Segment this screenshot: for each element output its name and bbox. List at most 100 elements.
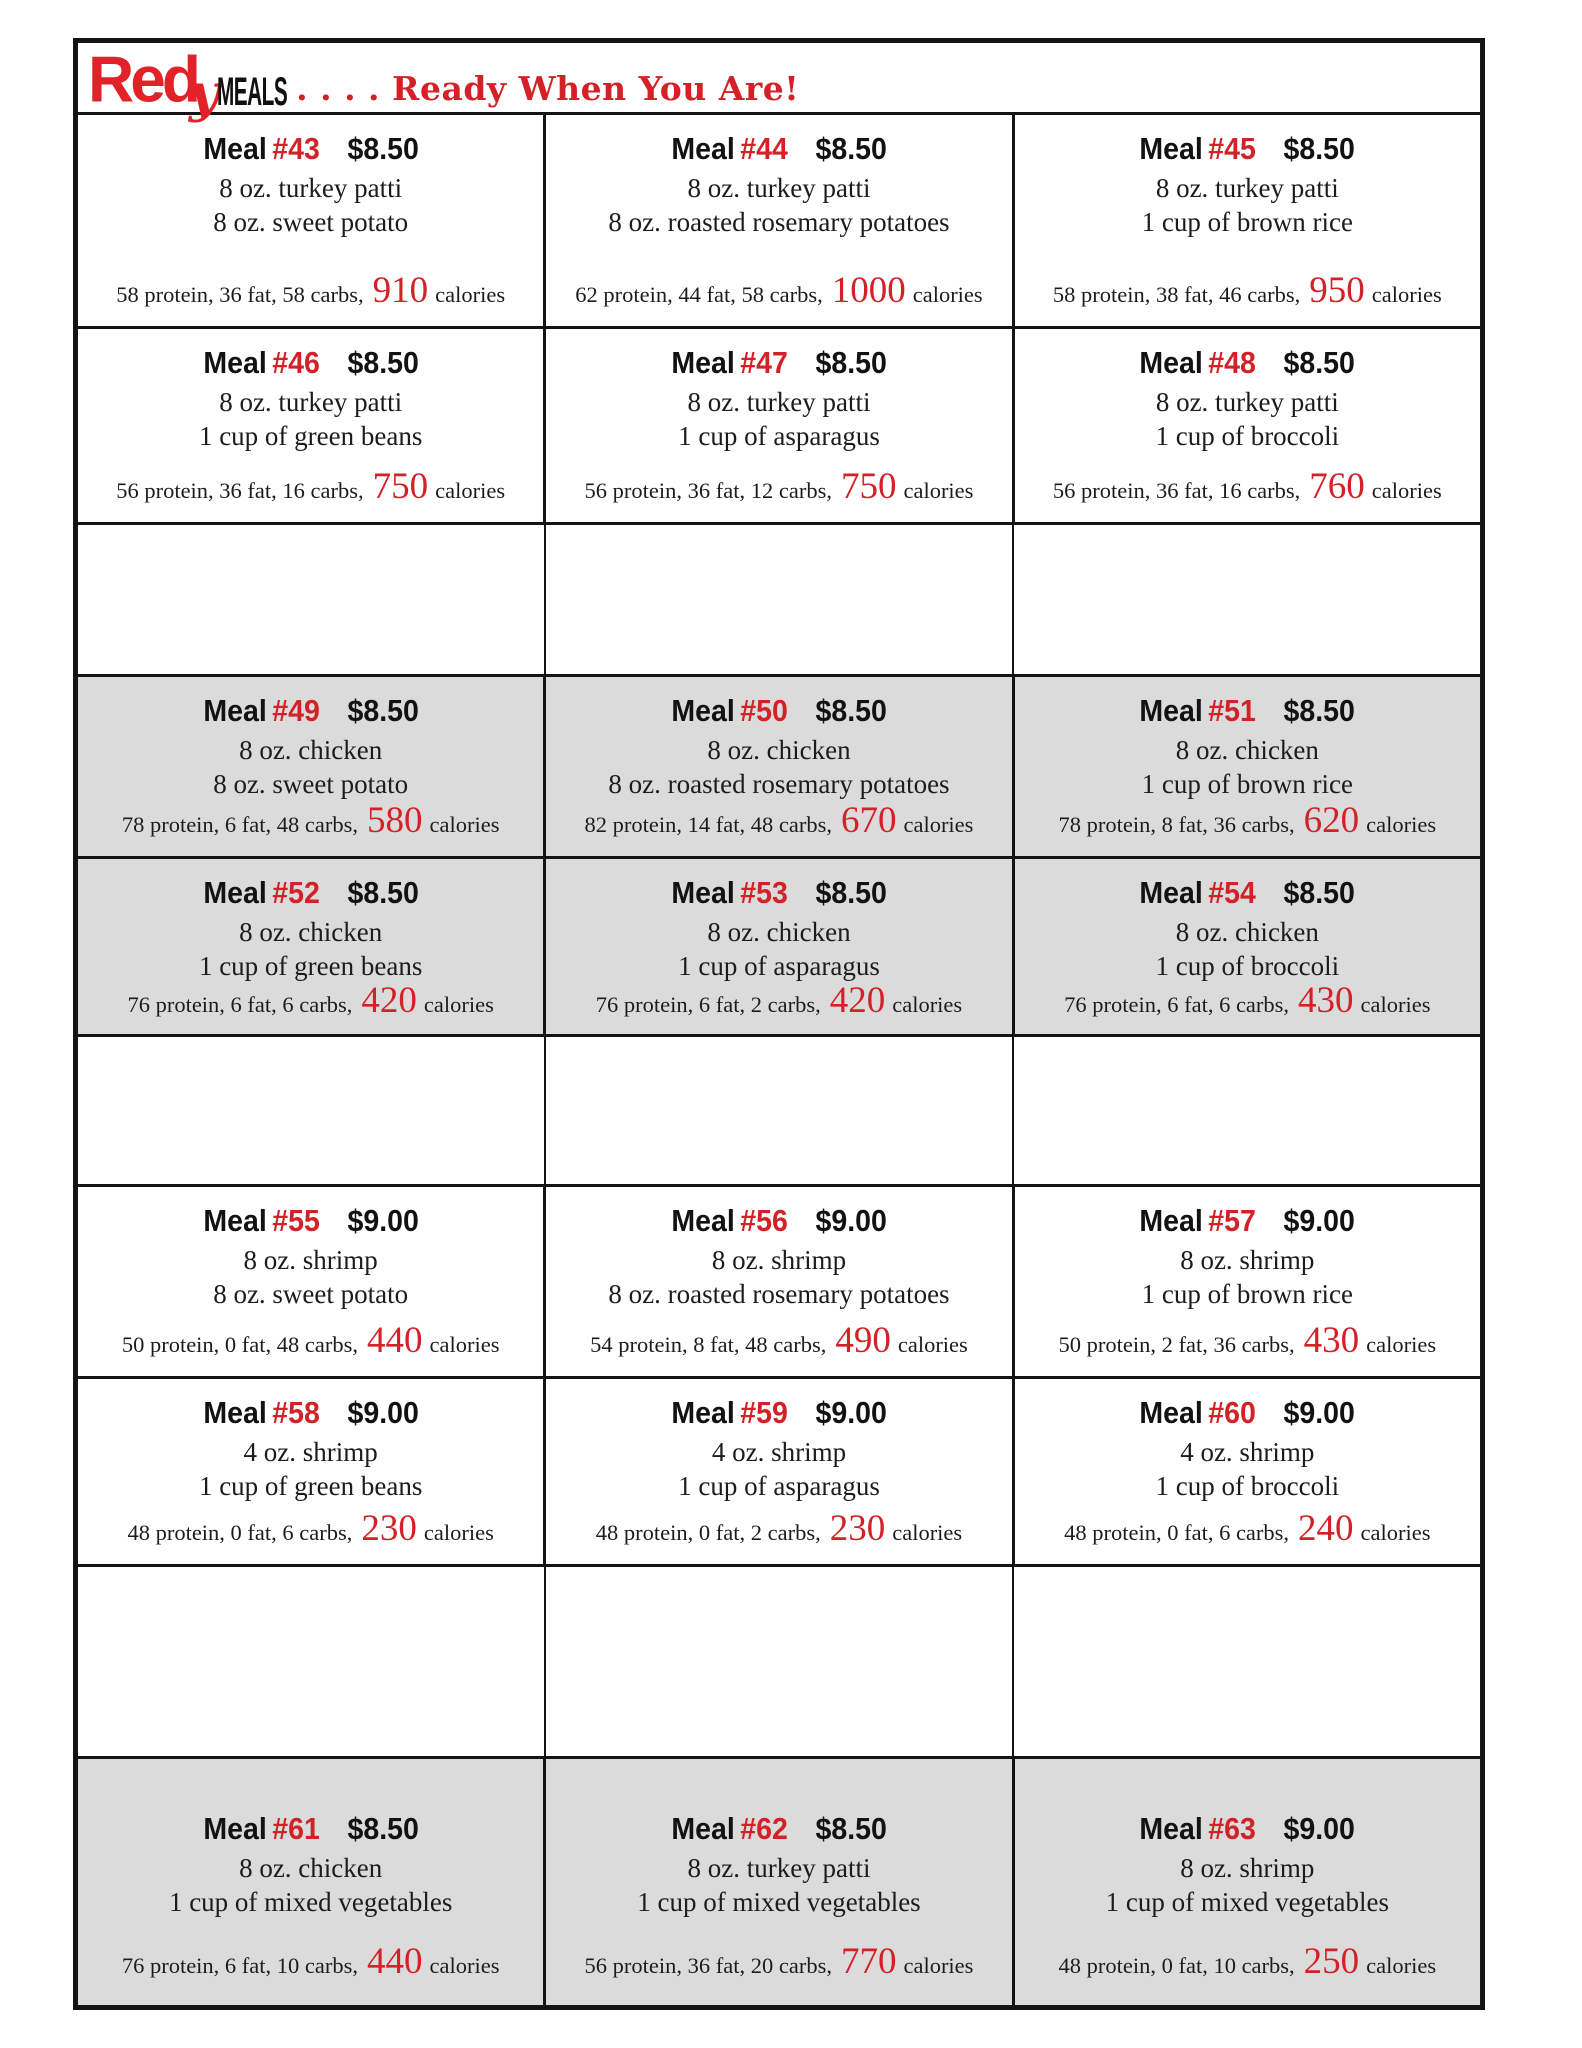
nutrition-line: 76 protein, 6 fat, 6 carbs, 420 calories <box>127 982 493 1019</box>
calories-label: calories <box>903 478 974 503</box>
meal-card: Meal #51 $8.50 8 oz. chicken 1 cup of brow… <box>1011 677 1480 856</box>
meal-card: Meal #61 $8.50 8 oz. chicken 1 cup of mixe… <box>78 1759 543 2005</box>
meal-title: Meal #57 $9.00 <box>1140 1203 1355 1239</box>
nutrition-line: 50 protein, 0 fat, 48 carbs, 440 calorie… <box>121 1320 500 1361</box>
meal-item-line: 8 oz. chicken <box>707 734 851 765</box>
calories-label: calories <box>892 991 963 1017</box>
brand-meals-text: MEALS <box>217 70 288 114</box>
meal-number: #61 <box>271 1811 320 1846</box>
meal-item-line: 8 oz. sweet potato <box>213 207 409 238</box>
meal-price: $9.00 <box>1283 1811 1356 1846</box>
meal-title: Meal #62 $8.50 <box>671 1811 886 1847</box>
meal-card: Meal #45 $8.50 8 oz. turkey patti 1 cup of… <box>1011 115 1480 326</box>
nutrition-line: 62 protein, 44 fat, 58 carbs, 1000 calor… <box>575 270 982 311</box>
nutrition-macros: 58 protein, 38 fat, 46 carbs, <box>1052 282 1301 307</box>
meal-price: $9.00 <box>1283 1203 1356 1238</box>
meal-price: $8.50 <box>347 693 419 728</box>
meal-items: 4 oz. shrimp 1 cup of green beans <box>199 1435 422 1504</box>
meal-number: #44 <box>740 131 788 166</box>
meal-number: #56 <box>740 1203 788 1238</box>
calories-label: calories <box>435 282 506 307</box>
meal-price: $9.00 <box>815 1395 887 1430</box>
meal-row: Meal #58 $9.00 4 oz. shrimp 1 cup of green… <box>78 1379 1480 1567</box>
meal-price: $9.00 <box>347 1203 419 1238</box>
meal-item-line: 1 cup of asparagus <box>678 951 880 982</box>
meal-label: Meal <box>202 1203 267 1238</box>
meal-title: Meal #59 $9.00 <box>671 1395 886 1431</box>
meal-title: Meal #46 $8.50 <box>203 345 418 381</box>
meal-row: Meal #49 $8.50 8 oz. chicken 8 oz. sweet p… <box>78 677 1480 859</box>
calories-label: calories <box>429 1953 500 1978</box>
meal-item-line: 8 oz. shrimp <box>1180 1244 1315 1275</box>
meal-card: Meal #48 $8.50 8 oz. turkey patti 1 cup of… <box>1011 329 1480 522</box>
meal-label: Meal <box>1139 1203 1203 1238</box>
meal-item-line: 8 oz. chicken <box>707 916 851 947</box>
nutrition-line: 48 protein, 0 fat, 10 carbs, 250 calorie… <box>1058 1943 1437 1980</box>
calories-label: calories <box>897 1332 968 1357</box>
meal-items: 8 oz. chicken 1 cup of brown rice <box>1142 733 1353 802</box>
calories-label: calories <box>423 1520 494 1545</box>
meal-items: 8 oz. shrimp 8 oz. sweet potato <box>213 1243 408 1312</box>
meal-item-line: 1 cup of mixed vegetables <box>1105 1887 1390 1918</box>
meal-item-line: 4 oz. shrimp <box>711 1436 847 1467</box>
nutrition-macros: 48 protein, 0 fat, 2 carbs, <box>595 1520 821 1545</box>
empty-cell <box>78 525 544 674</box>
calories-value: 240 <box>1298 1508 1354 1549</box>
meal-items: 8 oz. turkey patti 8 oz. roasted rosemar… <box>608 171 949 240</box>
calories-value: 430 <box>1298 979 1354 1021</box>
meal-title: Meal #47 $8.50 <box>671 345 886 381</box>
calories-value: 950 <box>1309 270 1365 311</box>
calories-value: 760 <box>1309 466 1365 507</box>
nutrition-macros: 58 protein, 36 fat, 58 carbs, <box>116 282 364 307</box>
meal-price: $8.50 <box>815 131 887 166</box>
meal-item-line: 1 cup of broccoli <box>1155 1471 1340 1502</box>
meal-label: Meal <box>1139 875 1203 910</box>
meal-items: 8 oz. chicken 1 cup of asparagus <box>678 915 880 984</box>
meal-item-line: 8 oz. turkey patti <box>219 172 403 203</box>
nutrition-macros: 62 protein, 44 fat, 58 carbs, <box>575 282 823 307</box>
calories-value: 750 <box>372 466 429 507</box>
meal-title: Meal #56 $9.00 <box>671 1203 886 1239</box>
nutrition-line: 50 protein, 2 fat, 36 carbs, 430 calorie… <box>1058 1322 1436 1359</box>
meal-label: Meal <box>1139 693 1203 728</box>
meal-item-line: 1 cup of mixed vegetables <box>168 1887 453 1918</box>
calories-label: calories <box>892 1520 963 1545</box>
meal-card: Meal #52 $8.50 8 oz. chicken 1 cup of gree… <box>78 859 543 1034</box>
meal-items: 8 oz. turkey patti 1 cup of broccoli <box>1155 385 1339 454</box>
meal-number: #60 <box>1208 1395 1257 1430</box>
meal-items: 4 oz. shrimp 1 cup of asparagus <box>678 1435 880 1504</box>
meal-row: Meal #61 $8.50 8 oz. chicken 1 cup of mixe… <box>78 1759 1480 2005</box>
meal-item-line: 8 oz. roasted rosemary potatoes <box>608 207 950 238</box>
nutrition-line: 76 protein, 6 fat, 2 carbs, 420 calories <box>596 982 963 1019</box>
nutrition-line: 58 protein, 36 fat, 58 carbs, 910 calori… <box>116 272 506 309</box>
meal-price: $8.50 <box>347 875 419 910</box>
meal-items: 8 oz. turkey patti 1 cup of asparagus <box>678 385 880 454</box>
nutrition-line: 56 protein, 36 fat, 16 carbs, 760 calori… <box>1053 466 1442 507</box>
nutrition-macros: 54 protein, 8 fat, 48 carbs, <box>590 1332 827 1357</box>
meal-item-line: 1 cup of broccoli <box>1155 421 1340 452</box>
nutrition-line: 58 protein, 38 fat, 46 carbs, 950 calori… <box>1052 270 1442 311</box>
nutrition-macros: 56 protein, 36 fat, 12 carbs, <box>584 478 832 503</box>
nutrition-macros: 78 protein, 6 fat, 48 carbs, <box>121 812 359 837</box>
calories-value: 750 <box>840 466 897 507</box>
meal-label: Meal <box>671 131 735 166</box>
calories-value: 1000 <box>831 270 906 311</box>
meal-card: Meal #62 $8.50 8 oz. turkey patti 1 cup of… <box>543 1759 1011 2005</box>
calories-value: 440 <box>367 1320 423 1361</box>
meal-price: $8.50 <box>815 693 887 728</box>
meal-card: Meal #47 $8.50 8 oz. turkey patti 1 cup of… <box>543 329 1011 522</box>
calories-label: calories <box>1366 1953 1437 1978</box>
meal-price: $8.50 <box>347 131 419 166</box>
meal-number: #63 <box>1208 1811 1257 1846</box>
empty-cell <box>78 1037 544 1184</box>
meal-number: #58 <box>271 1395 320 1430</box>
meal-price: $9.00 <box>1283 1395 1356 1430</box>
meal-row: Meal #55 $9.00 8 oz. shrimp 8 oz. sweet po… <box>78 1187 1480 1379</box>
meal-items: 8 oz. turkey patti 1 cup of mixed vegeta… <box>637 1851 920 1920</box>
meal-item-line: 8 oz. chicken <box>1175 916 1319 947</box>
nutrition-macros: 48 protein, 0 fat, 6 carbs, <box>127 1520 353 1545</box>
meal-row: Meal #43 $8.50 8 oz. turkey patti 8 oz. sw… <box>78 115 1480 329</box>
meal-item-line: 8 oz. turkey patti <box>687 1852 871 1883</box>
meal-label: Meal <box>1139 345 1203 380</box>
nutrition-macros: 50 protein, 0 fat, 48 carbs, <box>121 1332 359 1357</box>
